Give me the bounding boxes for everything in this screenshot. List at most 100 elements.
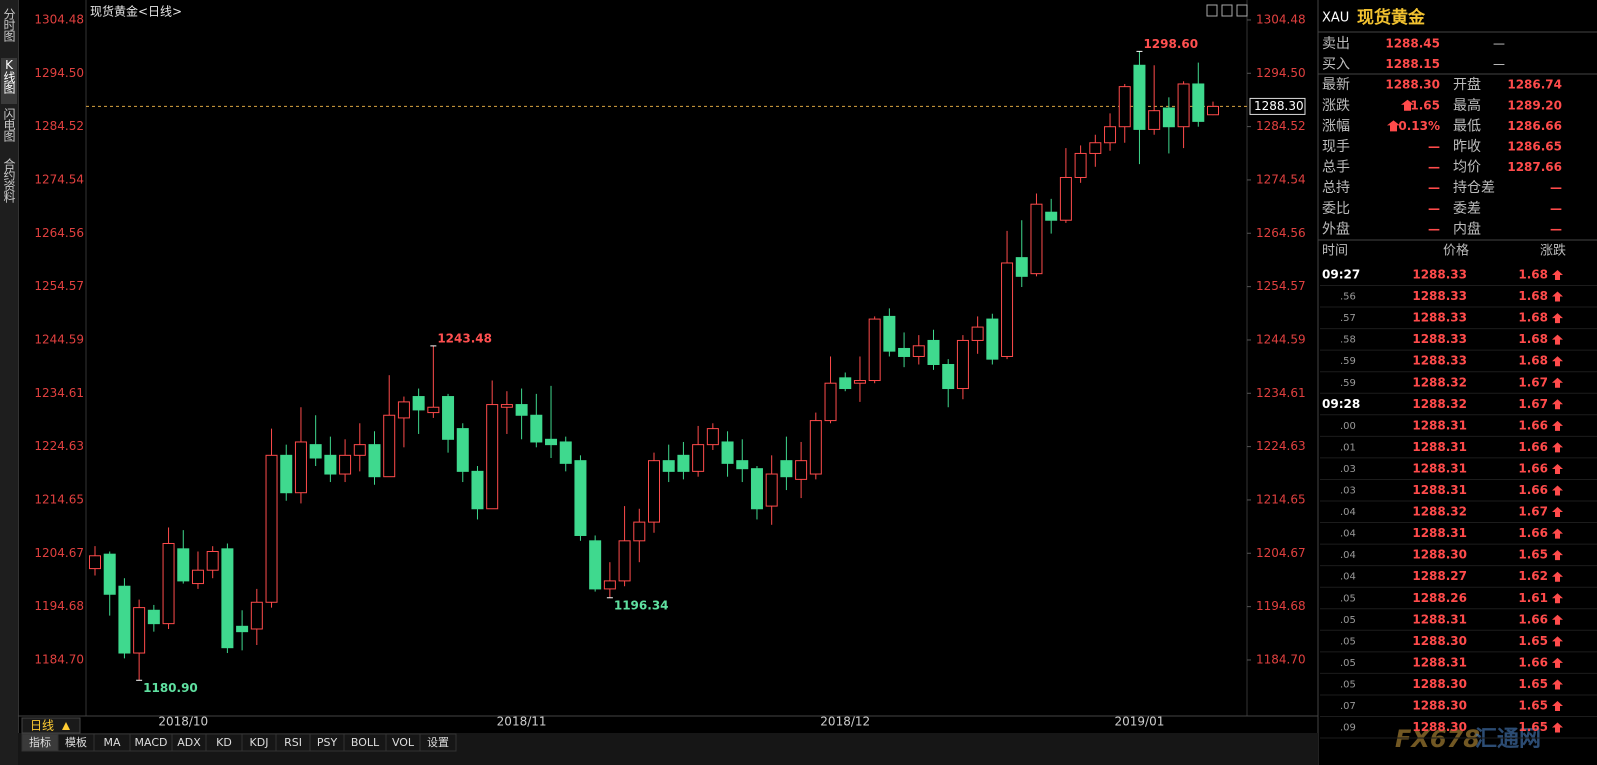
y-tick-label-right: 1204.67 [1256, 546, 1306, 560]
tick-time: .59 [1340, 378, 1356, 389]
candle-body [191, 569, 204, 585]
tick-price: 1288.31 [1412, 461, 1467, 475]
table-header: 时间 [1322, 244, 1348, 259]
candle-body [1118, 86, 1131, 128]
last-price-label: 1288.30 [1254, 99, 1304, 113]
candle-body [294, 441, 307, 494]
tick-time: .05 [1340, 593, 1356, 604]
candle-body [162, 542, 175, 625]
candle-body [706, 428, 719, 446]
candle-body [177, 548, 190, 582]
quote-label: 外盘 [1322, 220, 1350, 237]
up-arrow [1552, 528, 1563, 539]
candle-body [868, 318, 881, 382]
toolbar-tab[interactable]: 模板 [65, 735, 87, 749]
period-label[interactable]: 日线 [30, 719, 54, 733]
candle-body [1177, 83, 1190, 128]
toolbar-icon[interactable] [1221, 4, 1233, 17]
y-tick-label-right: 1254.57 [1256, 279, 1306, 293]
up-arrow [1552, 701, 1563, 711]
candle-body [324, 454, 337, 475]
toolbar-tab[interactable]: MACD [135, 736, 168, 749]
quote-value: — [1428, 160, 1440, 174]
x-tick-label: 2018/10 [158, 715, 208, 729]
toolbar-tab[interactable]: ADX [177, 736, 201, 749]
toolbar-tab[interactable]: MA [103, 736, 120, 749]
tick-price: 1288.31 [1412, 655, 1467, 669]
up-arrow [1552, 614, 1563, 625]
quote-value: — [1550, 201, 1562, 215]
y-tick-label-right: 1224.63 [1256, 439, 1306, 453]
y-tick-label-right: 1214.65 [1256, 492, 1306, 506]
y-tick-label-right: 1184.70 [1256, 652, 1306, 666]
candle-body [662, 460, 675, 472]
tick-change: 1.68 [1518, 289, 1548, 303]
toolbar-tab[interactable]: VOL [392, 736, 415, 749]
x-tick-label: 2019/01 [1115, 715, 1165, 729]
tick-price: 1288.31 [1412, 440, 1467, 454]
candle-body [795, 460, 808, 480]
quote-label: 最高 [1453, 97, 1481, 114]
side-tab[interactable]: 闪电图 [2, 108, 16, 141]
toolbar-tab[interactable]: BOLL [351, 736, 380, 749]
toolbar-tab-bg[interactable] [419, 733, 457, 752]
candle-body [898, 347, 911, 357]
toolbar-tab[interactable]: 设置 [427, 736, 449, 749]
tick-price: 1288.33 [1412, 332, 1467, 346]
annotation-label: 1196.34 [614, 598, 669, 612]
candle-body [456, 428, 469, 472]
tick-change: 1.66 [1518, 418, 1548, 432]
candle-body [1015, 257, 1028, 277]
up-arrow [1552, 334, 1563, 345]
y-tick-label: 1264.56 [34, 226, 84, 240]
toolbar-tab[interactable]: RSI [284, 736, 302, 749]
up-arrow [1552, 463, 1563, 474]
candle-body [809, 420, 822, 475]
quote-label: 总手 [1322, 160, 1350, 176]
tick-time: .05 [1340, 658, 1356, 669]
candle-body [1089, 142, 1102, 154]
toolbar-icon[interactable] [1236, 4, 1248, 17]
candle-body [339, 454, 352, 475]
up-arrow [1552, 442, 1563, 453]
toolbar-tab[interactable]: 指标 [29, 735, 51, 749]
quote-value: 1286.65 [1507, 140, 1562, 154]
side-tab[interactable]: 分时图 [2, 8, 16, 41]
candle-body [280, 454, 293, 494]
up-arrow [1552, 507, 1563, 518]
tick-change: 1.61 [1518, 591, 1548, 605]
candle-body [1030, 203, 1043, 275]
tick-price: 1288.30 [1412, 720, 1467, 734]
candle-body [236, 625, 249, 633]
y-tick-label: 1284.52 [34, 119, 84, 133]
candle-body [471, 470, 484, 510]
tick-change: 1.66 [1518, 440, 1548, 454]
quote-label: 卖出 [1322, 36, 1350, 52]
candle-body [648, 460, 660, 523]
annotation-label: 1298.60 [1143, 37, 1198, 51]
candle-body [603, 580, 616, 590]
instrument-name: 现货黄金 [1357, 7, 1426, 28]
candle-body [103, 553, 116, 595]
watermark-brand: FX678 [1395, 725, 1480, 753]
candle-body [912, 345, 925, 357]
candle-body [618, 540, 631, 582]
candle-body [1148, 110, 1161, 130]
tick-price: 1288.27 [1412, 569, 1467, 583]
toolbar-tab[interactable]: PSY [317, 736, 338, 749]
toolbar-tab[interactable]: KDJ [250, 736, 269, 749]
annotation-label: 1180.90 [143, 681, 198, 695]
y-tick-label-right: 1234.61 [1256, 386, 1306, 400]
candle-body [1001, 262, 1014, 357]
tick-time: .05 [1340, 636, 1356, 647]
candle-body [427, 406, 440, 414]
up-arrow [1552, 377, 1563, 388]
tick-time: .56 [1340, 292, 1356, 303]
candle-body [545, 438, 558, 446]
toolbar-icon[interactable] [1206, 4, 1218, 17]
side-tab[interactable]: K线图 [1, 58, 17, 104]
quote-value: — [1550, 181, 1562, 195]
side-tab[interactable]: 合约资料 [2, 158, 16, 202]
toolbar-tab[interactable]: KD [216, 736, 232, 749]
